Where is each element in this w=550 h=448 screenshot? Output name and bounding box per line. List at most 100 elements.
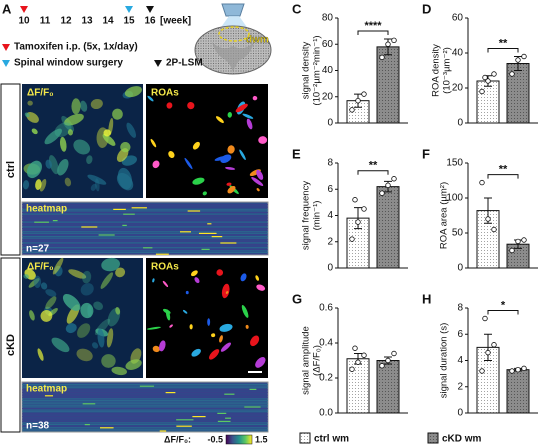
y-axis-label: signal duration (s) xyxy=(439,323,450,399)
data-point xyxy=(355,219,361,225)
signal-blob xyxy=(120,141,131,153)
region-label: dwm xyxy=(246,35,269,46)
roa-blob xyxy=(146,326,161,330)
heatmap-row xyxy=(22,236,268,237)
data-point xyxy=(355,359,361,365)
significance-bracket xyxy=(487,48,519,53)
signal-blob xyxy=(57,158,69,176)
signal-blob xyxy=(65,323,77,334)
spinal-cord-sketch xyxy=(194,3,272,75)
signal-blob xyxy=(44,128,62,145)
colorbar-max: 1.5 xyxy=(255,434,268,444)
image-label: ROAs xyxy=(151,88,179,99)
week-tick-label: 13 xyxy=(81,16,93,27)
significance-label: ** xyxy=(499,164,508,176)
roa-blob xyxy=(225,166,236,170)
y-tick-label: 0 xyxy=(457,263,463,274)
panel-label: G xyxy=(292,291,302,306)
heatmap-row xyxy=(22,424,268,425)
data-point xyxy=(349,366,355,372)
signal-blob xyxy=(87,174,107,185)
heatmap-event xyxy=(52,220,58,222)
signal-blob xyxy=(29,310,35,321)
y-axis-label: (min⁻¹) xyxy=(312,201,323,231)
heatmap-row xyxy=(22,234,268,236)
legend-label: cKD wm xyxy=(442,434,482,445)
roa-blob xyxy=(221,283,230,299)
signal-blob xyxy=(33,275,42,289)
heatmap-event xyxy=(244,406,261,408)
roa-blob xyxy=(209,349,220,360)
y-axis-label: (10⁻³µm⁻²) xyxy=(442,47,453,94)
signal-blob xyxy=(45,159,52,169)
heatmap-event xyxy=(201,248,210,250)
roa-blob xyxy=(251,177,264,186)
signal-blob xyxy=(59,136,67,152)
y-tick-label: 0.0 xyxy=(319,408,333,419)
row-box xyxy=(0,257,21,433)
roa-blob xyxy=(246,118,253,130)
signal-blob xyxy=(93,301,104,311)
data-point xyxy=(521,365,527,372)
signal-blob xyxy=(31,128,38,135)
heatmap-event xyxy=(44,395,54,397)
y-tick-label: 20 xyxy=(322,91,334,102)
roa-blob xyxy=(215,116,224,124)
y-tick-label: 4 xyxy=(327,210,333,221)
roa-image xyxy=(146,258,268,378)
heatmap-row xyxy=(22,237,268,239)
data-point xyxy=(385,357,391,364)
heatmap-event xyxy=(34,221,49,223)
signal-blob xyxy=(62,293,81,311)
y-tick-label: 0.4 xyxy=(319,338,333,349)
signal-blob xyxy=(23,274,29,279)
roa-blob xyxy=(202,191,207,196)
image-label: ROAs xyxy=(151,262,179,273)
roa-blob xyxy=(191,348,201,357)
roa-blob xyxy=(225,291,229,294)
colorbar-label: ΔF/F₀: xyxy=(164,434,191,444)
heatmap-row xyxy=(22,216,268,218)
heatmap-row xyxy=(22,242,268,244)
signal-blob xyxy=(39,178,47,192)
heatmap-row xyxy=(22,228,268,229)
signal-blob xyxy=(67,129,74,136)
roa-blob xyxy=(147,95,154,102)
roa-blob xyxy=(183,309,188,314)
heatmap-event xyxy=(176,425,192,427)
heatmap-row xyxy=(22,406,268,408)
image-label: ΔF/F₀ xyxy=(27,88,54,99)
roa-blob xyxy=(207,318,211,326)
dwm-region xyxy=(218,26,250,42)
signal-blob xyxy=(97,328,105,348)
signal-blob xyxy=(48,155,59,175)
data-point xyxy=(509,247,515,254)
roa-blob xyxy=(190,270,198,277)
heatmap-row xyxy=(22,215,268,217)
roa-blob xyxy=(187,102,195,110)
signal-blob xyxy=(54,265,63,277)
data-point xyxy=(355,97,361,104)
legend-marker xyxy=(154,60,162,67)
heatmap-event xyxy=(82,403,96,405)
signal-blob xyxy=(76,348,93,362)
roa-blob xyxy=(256,284,266,291)
roa-blob xyxy=(162,280,169,288)
roa-blob xyxy=(219,335,223,343)
panel-label: F xyxy=(422,146,430,161)
signal-blob xyxy=(52,257,64,275)
roa-blob xyxy=(152,345,160,353)
heatmap-row xyxy=(22,419,268,421)
heatmap-row xyxy=(22,396,268,398)
data-point xyxy=(485,349,491,356)
data-point xyxy=(482,315,488,322)
roa-blob xyxy=(189,324,193,330)
heatmap-row xyxy=(22,229,268,231)
heatmap-event xyxy=(122,224,127,226)
heatmap-row xyxy=(22,245,268,247)
heatmap-event xyxy=(225,417,231,419)
heatmap-event xyxy=(113,208,126,210)
roa-blob xyxy=(185,290,189,295)
event-label: 2P-LSM xyxy=(166,58,203,69)
y-tick-label: 60 xyxy=(452,13,464,24)
